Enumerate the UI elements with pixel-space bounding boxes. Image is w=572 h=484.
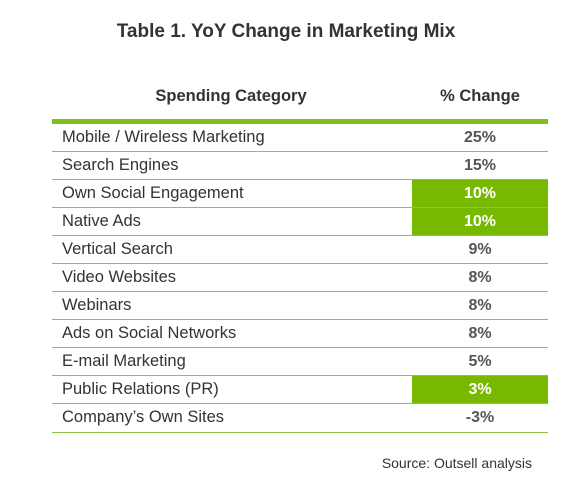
change-cell: 25%: [463, 129, 497, 146]
change-cell: -3%: [465, 409, 495, 426]
change-cell: 5%: [468, 353, 492, 370]
category-cell: Company’s Own Sites: [62, 408, 225, 426]
table-row: Ads on Social Networks 8%: [52, 320, 548, 348]
change-cell-highlighted: 10%: [412, 208, 548, 235]
category-cell: Native Ads: [62, 212, 141, 230]
category-cell: Search Engines: [62, 156, 179, 174]
category-cell: E-mail Marketing: [62, 352, 186, 370]
table-row: Public Relations (PR) 3%: [52, 376, 548, 404]
category-cell: Mobile / Wireless Marketing: [62, 128, 265, 146]
table-row: Company’s Own Sites -3%: [52, 404, 548, 433]
change-cell-highlighted: 3%: [412, 376, 548, 403]
table-row: Search Engines 15%: [52, 152, 548, 180]
change-cell: 8%: [468, 269, 492, 286]
header-rule: [52, 119, 548, 124]
table-body: Mobile / Wireless Marketing 25% Search Eng…: [52, 124, 548, 433]
change-cell: 15%: [463, 157, 497, 174]
category-cell: Public Relations (PR): [62, 380, 219, 398]
change-cell: 8%: [468, 325, 492, 342]
table-title: Table 1. YoY Change in Marketing Mix: [116, 21, 456, 42]
source-note: Source: Outsell analysis: [381, 455, 532, 471]
change-cell-highlighted: 10%: [412, 180, 548, 207]
table-row: Mobile / Wireless Marketing 25%: [52, 124, 548, 152]
table-row: Vertical Search 9%: [52, 236, 548, 264]
category-cell: Webinars: [62, 296, 132, 314]
table-row: E-mail Marketing 5%: [52, 348, 548, 376]
table-row: Own Social Engagement 10%: [52, 180, 548, 208]
category-cell: Vertical Search: [62, 240, 173, 258]
table-row: Webinars 8%: [52, 292, 548, 320]
table-row: Video Websites 8%: [52, 264, 548, 292]
change-cell: 9%: [468, 241, 492, 258]
category-cell: Ads on Social Networks: [62, 324, 237, 342]
column-header-change: % Change: [440, 87, 520, 105]
column-header-category: Spending Category: [155, 87, 307, 105]
category-cell: Own Social Engagement: [62, 184, 244, 202]
table-row: Native Ads 10%: [52, 208, 548, 236]
change-cell: 8%: [468, 297, 492, 314]
category-cell: Video Websites: [62, 268, 177, 286]
